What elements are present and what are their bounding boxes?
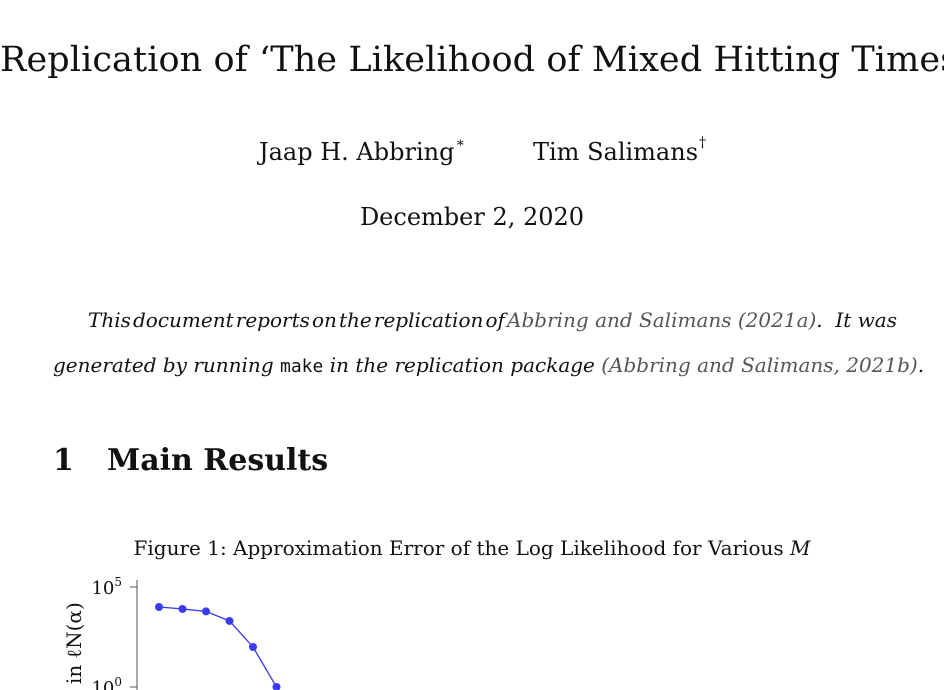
- abstract-text: generated by running: [53, 353, 274, 377]
- citation-link-2021b[interactable]: (Abbring and Salimans, 2021b): [601, 353, 918, 377]
- abstract-word: This: [88, 308, 131, 332]
- abstract-line-1: This document reports on the replication…: [88, 308, 897, 332]
- y-tick-label: 105: [91, 575, 122, 599]
- citation-link-2021a[interactable]: Abbring and Salimans (2021a): [507, 308, 817, 332]
- y-tick-label: 100: [91, 675, 122, 690]
- abstract-word: the: [339, 308, 372, 332]
- abstract-word: document: [133, 308, 234, 332]
- author-footnote-mark: †: [699, 135, 707, 151]
- data-point: [155, 603, 163, 611]
- data-point: [178, 604, 187, 613]
- abstract-text: . It was: [816, 308, 897, 332]
- author-name: Jaap H. Abbring: [259, 138, 455, 166]
- abstract-word: reports: [235, 308, 310, 332]
- abstract-text: in the replication package: [329, 353, 595, 377]
- author-footnote-mark: ∗: [455, 135, 465, 151]
- author-salimans: Tim Salimans†: [533, 135, 707, 166]
- figure-caption-variable: M: [790, 536, 811, 560]
- author-abbring: Jaap H. Abbring∗: [259, 135, 465, 166]
- code-make: make: [279, 356, 324, 377]
- section-number: 1: [53, 443, 74, 478]
- abstract-word: replication: [373, 308, 484, 332]
- approximation-error-chart: 105 100 r in ℓN(α): [62, 575, 281, 690]
- data-point: [225, 616, 234, 625]
- abstract-word: on: [311, 308, 337, 332]
- abstract-line-2: generated by running make in the replica…: [53, 353, 924, 377]
- section-title: Main Results: [107, 443, 329, 478]
- author-name: Tim Salimans: [533, 138, 699, 166]
- y-axis-label: r in ℓN(α): [62, 602, 86, 690]
- paper-title: Replication of ‘The Likelihood of Mixed …: [0, 40, 944, 80]
- paper-date: December 2, 2020: [359, 203, 585, 231]
- data-point: [249, 643, 257, 651]
- abstract-text: .: [917, 353, 925, 377]
- data-point: [202, 607, 210, 616]
- figure-caption: Figure 1: Approximation Error of the Log…: [0, 536, 944, 560]
- figure-caption-text: Figure 1: Approximation Error of the Log…: [133, 536, 784, 560]
- series-line: [158, 606, 278, 688]
- abstract-word: of: [485, 308, 505, 332]
- data-point: [272, 683, 281, 690]
